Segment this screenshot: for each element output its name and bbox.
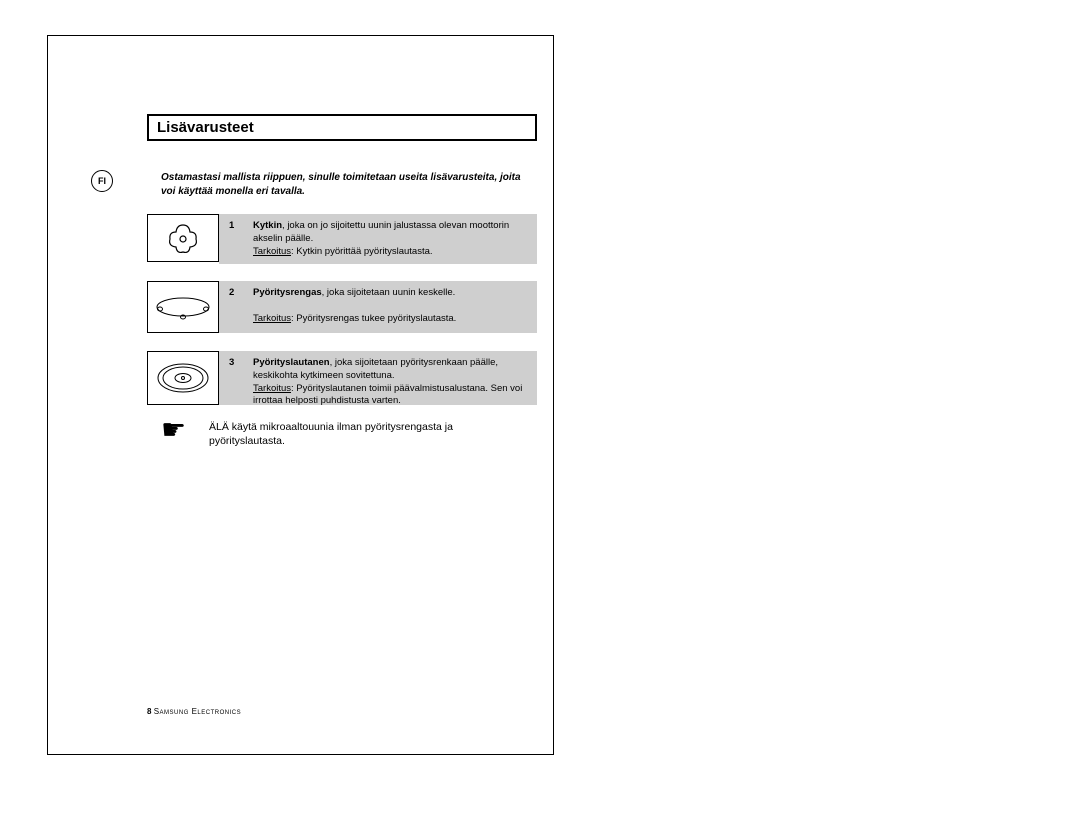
pointing-hand-icon: ☛ — [161, 416, 209, 444]
accessory-info: 2 Pyöritysrengas, joka sijoitetaan uunin… — [219, 281, 537, 333]
page-footer: 8 Samsung Electronics — [147, 707, 241, 716]
item-term: Pyörityslautanen — [253, 357, 330, 368]
page-number: 8 — [147, 707, 151, 716]
accessory-row: 1 Kytkin, joka on jo sijoitettu uunin ja… — [147, 214, 537, 264]
accessory-row: 3 Pyörityslautanen, joka sijoitetaan pyö… — [147, 351, 537, 405]
item-term: Pyöritysrengas — [253, 287, 322, 298]
coupler-icon — [147, 214, 219, 262]
roller-ring-icon — [147, 281, 219, 333]
language-badge: FI — [91, 170, 113, 192]
intro-text: Ostamastasi mallista riippuen, sinulle t… — [161, 171, 531, 198]
item-number: 1 — [229, 220, 253, 258]
purpose-label: Tarkoitus — [253, 246, 291, 257]
item-text: Kytkin, joka on jo sijoitettu uunin jalu… — [253, 220, 527, 258]
accessory-row: 2 Pyöritysrengas, joka sijoitetaan uunin… — [147, 281, 537, 333]
purpose-label: Tarkoitus — [253, 383, 291, 394]
item-desc: , joka on jo sijoitettu uunin jalustassa… — [253, 220, 509, 244]
item-text: Pyöritysrengas, joka sijoitetaan uunin k… — [253, 287, 527, 327]
note-text: ÄLÄ käytä mikroaaltouunia ilman pyöritys… — [209, 416, 531, 448]
section-heading: Lisävarusteet — [147, 114, 537, 141]
warning-note: ☛ ÄLÄ käytä mikroaaltouunia ilman pyörit… — [161, 416, 531, 448]
accessory-info: 1 Kytkin, joka on jo sijoitettu uunin ja… — [219, 214, 537, 264]
purpose-label: Tarkoitus — [253, 313, 291, 324]
manual-page: Lisävarusteet FI Ostamastasi mallista ri… — [47, 35, 554, 755]
item-desc: , joka sijoitetaan uunin keskelle. — [322, 287, 456, 298]
item-text: Pyörityslautanen, joka sijoitetaan pyöri… — [253, 357, 527, 399]
item-term: Kytkin — [253, 220, 282, 231]
item-purpose: : Kytkin pyörittää pyörityslautasta. — [291, 246, 433, 257]
item-purpose: : Pyöritysrengas tukee pyörityslautasta. — [291, 313, 456, 324]
turntable-icon — [147, 351, 219, 405]
item-number: 2 — [229, 287, 253, 327]
footer-brand: Samsung Electronics — [154, 707, 241, 716]
item-purpose: : Pyörityslautanen toimii päävalmistusal… — [253, 383, 522, 407]
item-number: 3 — [229, 357, 253, 399]
language-code: FI — [98, 176, 106, 186]
accessory-info: 3 Pyörityslautanen, joka sijoitetaan pyö… — [219, 351, 537, 405]
